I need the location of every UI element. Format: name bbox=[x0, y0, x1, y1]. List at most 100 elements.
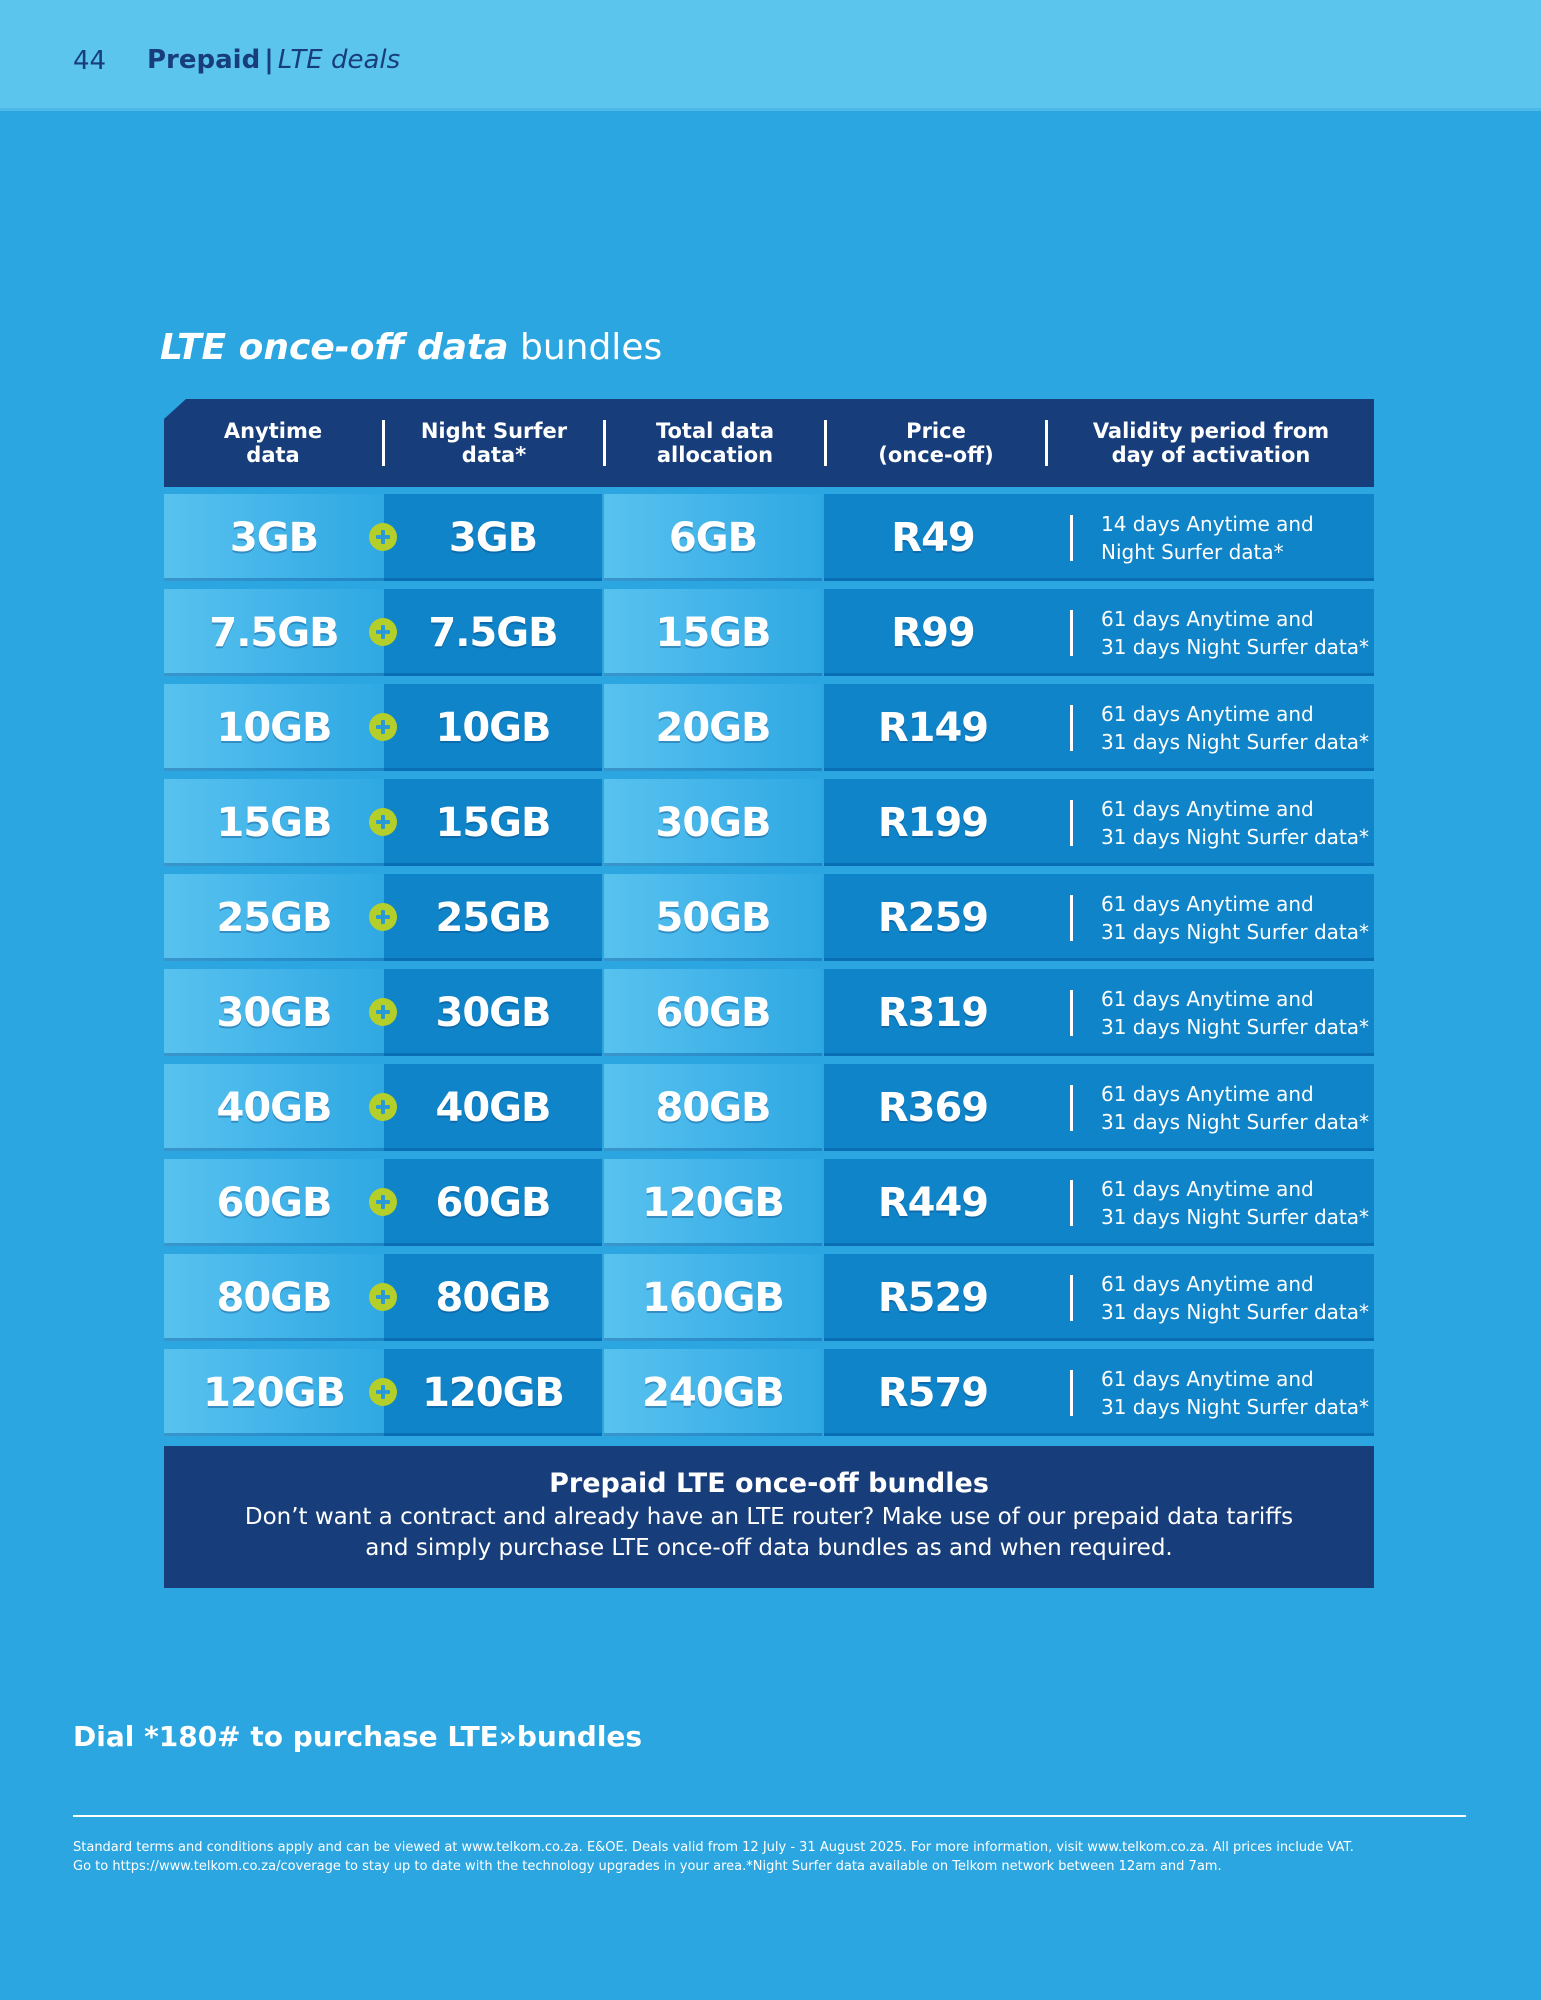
table-row: 3GB 3GB 6GB R49 14 days Anytime and Night Su… bbox=[164, 494, 1374, 581]
cell-price: R99 bbox=[824, 589, 1042, 676]
footer-terms: Standard terms and conditions apply and … bbox=[73, 1840, 1354, 1874]
cell-night-surfer-data: 25GB bbox=[384, 874, 602, 961]
footer-divider bbox=[73, 1815, 1466, 1817]
cell-night-surfer-data: 10GB bbox=[384, 684, 602, 771]
cell-anytime-data: 7.5GB bbox=[164, 589, 384, 676]
column-header-total: Total data allocation bbox=[655, 419, 775, 467]
table-row: 60GB 60GB 120GB R449 61 days Anytime and 31 … bbox=[164, 1159, 1374, 1246]
cell-night-surfer-data: 40GB bbox=[384, 1064, 602, 1151]
validity-text: 61 days Anytime and 31 days Night Surfer… bbox=[1101, 606, 1370, 659]
cell-price: R199 bbox=[824, 779, 1042, 866]
header-divider bbox=[603, 420, 606, 466]
cell-validity: 61 days Anytime and 31 days Night Surfer… bbox=[1042, 589, 1374, 676]
section-separator: | bbox=[264, 45, 274, 75]
cell-anytime-data: 80GB bbox=[164, 1254, 384, 1341]
column-header-anytime: Anytime data bbox=[223, 419, 323, 467]
page-title-rest: bundles bbox=[508, 327, 663, 368]
cell-total-data: 120GB bbox=[604, 1159, 822, 1246]
validity-text: 61 days Anytime and 31 days Night Surfer… bbox=[1101, 796, 1370, 849]
header-divider bbox=[1045, 420, 1048, 466]
cell-night-surfer-data: 80GB bbox=[384, 1254, 602, 1341]
cell-anytime-data: 15GB bbox=[164, 779, 384, 866]
info-box: Prepaid LTE once-off bundles Don’t want … bbox=[164, 1446, 1374, 1588]
cell-price: R319 bbox=[824, 969, 1042, 1056]
validity-divider bbox=[1070, 704, 1073, 751]
cell-total-data: 160GB bbox=[604, 1254, 822, 1341]
cell-night-surfer-data: 120GB bbox=[384, 1349, 602, 1436]
cell-validity: 61 days Anytime and 31 days Night Surfer… bbox=[1042, 874, 1374, 961]
cell-night-surfer-data: 30GB bbox=[384, 969, 602, 1056]
table-row: 25GB 25GB 50GB R259 61 days Anytime and 31 d… bbox=[164, 874, 1374, 961]
cell-validity: 61 days Anytime and 31 days Night Surfer… bbox=[1042, 969, 1374, 1056]
cell-night-surfer-data: 60GB bbox=[384, 1159, 602, 1246]
table-body: 3GB 3GB 6GB R49 14 days Anytime and Night Su… bbox=[164, 494, 1374, 1436]
cell-total-data: 15GB bbox=[604, 589, 822, 676]
validity-divider bbox=[1070, 1179, 1073, 1226]
table-row: 40GB 40GB 80GB R369 61 days Anytime and 31 d… bbox=[164, 1064, 1374, 1151]
header-divider bbox=[824, 420, 827, 466]
plus-icon bbox=[369, 1378, 397, 1406]
validity-text: 61 days Anytime and 31 days Night Surfer… bbox=[1101, 891, 1370, 944]
page-title-emphasis: LTE once-off data bbox=[160, 327, 509, 368]
cell-anytime-data: 10GB bbox=[164, 684, 384, 771]
validity-divider bbox=[1070, 894, 1073, 941]
cell-total-data: 240GB bbox=[604, 1349, 822, 1436]
plus-icon bbox=[369, 523, 397, 551]
cell-price: R579 bbox=[824, 1349, 1042, 1436]
cell-price: R449 bbox=[824, 1159, 1042, 1246]
cell-validity: 61 days Anytime and 31 days Night Surfer… bbox=[1042, 1349, 1374, 1436]
plus-icon bbox=[369, 808, 397, 836]
validity-divider bbox=[1070, 1274, 1073, 1321]
cell-anytime-data: 120GB bbox=[164, 1349, 384, 1436]
cell-price: R49 bbox=[824, 494, 1042, 581]
cell-night-surfer-data: 3GB bbox=[384, 494, 602, 581]
cell-validity: 14 days Anytime and Night Surfer data* bbox=[1042, 494, 1374, 581]
plus-icon bbox=[369, 998, 397, 1026]
validity-divider bbox=[1070, 989, 1073, 1036]
cell-anytime-data: 3GB bbox=[164, 494, 384, 581]
cell-total-data: 60GB bbox=[604, 969, 822, 1056]
table-row: 30GB 30GB 60GB R319 61 days Anytime and 31 d… bbox=[164, 969, 1374, 1056]
column-header-price: Price (once-off) bbox=[878, 419, 994, 467]
section-name: Prepaid bbox=[147, 45, 261, 75]
column-header-night-surfer: Night Surfer data* bbox=[420, 419, 568, 467]
cell-price: R369 bbox=[824, 1064, 1042, 1151]
validity-text: 61 days Anytime and 31 days Night Surfer… bbox=[1101, 701, 1370, 754]
cell-total-data: 50GB bbox=[604, 874, 822, 961]
plus-icon bbox=[369, 713, 397, 741]
cell-anytime-data: 25GB bbox=[164, 874, 384, 961]
header-divider bbox=[382, 420, 385, 466]
cell-total-data: 80GB bbox=[604, 1064, 822, 1151]
validity-divider bbox=[1070, 799, 1073, 846]
page-title: LTE once-off data bundles bbox=[160, 327, 662, 368]
page-number: 44 bbox=[73, 46, 107, 76]
cell-anytime-data: 30GB bbox=[164, 969, 384, 1056]
table-row: 80GB 80GB 160GB R529 61 days Anytime and 31 … bbox=[164, 1254, 1374, 1341]
cell-anytime-data: 40GB bbox=[164, 1064, 384, 1151]
validity-text: 61 days Anytime and 31 days Night Surfer… bbox=[1101, 1366, 1370, 1419]
plus-icon bbox=[369, 618, 397, 646]
validity-divider bbox=[1070, 1084, 1073, 1131]
bundles-table: Anytime data Night Surfer data* Total da… bbox=[164, 399, 1374, 1444]
table-row: 15GB 15GB 30GB R199 61 days Anytime and 31 d… bbox=[164, 779, 1374, 866]
validity-text: 61 days Anytime and 31 days Night Surfer… bbox=[1101, 1081, 1370, 1134]
validity-text: 61 days Anytime and 31 days Night Surfer… bbox=[1101, 1176, 1370, 1229]
validity-text: 14 days Anytime and Night Surfer data* bbox=[1101, 511, 1314, 564]
validity-text: 61 days Anytime and 31 days Night Surfer… bbox=[1101, 986, 1370, 1039]
section-title: Prepaid | LTE deals bbox=[147, 45, 400, 75]
validity-divider bbox=[1070, 1369, 1073, 1416]
dial-instruction: Dial *180# to purchase LTE»bundles bbox=[73, 1720, 643, 1753]
cell-night-surfer-data: 7.5GB bbox=[384, 589, 602, 676]
cell-total-data: 30GB bbox=[604, 779, 822, 866]
table-row: 10GB 10GB 20GB R149 61 days Anytime and 31 d… bbox=[164, 684, 1374, 771]
cell-total-data: 6GB bbox=[604, 494, 822, 581]
info-box-title: Prepaid LTE once-off bundles bbox=[549, 1468, 989, 1499]
table-row: 7.5GB 7.5GB 15GB R99 61 days Anytime and 31 … bbox=[164, 589, 1374, 676]
plus-icon bbox=[369, 903, 397, 931]
info-box-body: Don’t want a contract and already have a… bbox=[244, 1504, 1294, 1561]
cell-price: R259 bbox=[824, 874, 1042, 961]
table-header: Anytime data Night Surfer data* Total da… bbox=[164, 399, 1374, 487]
validity-divider bbox=[1070, 609, 1073, 656]
subsection-name: LTE deals bbox=[277, 45, 401, 75]
plus-icon bbox=[369, 1093, 397, 1121]
